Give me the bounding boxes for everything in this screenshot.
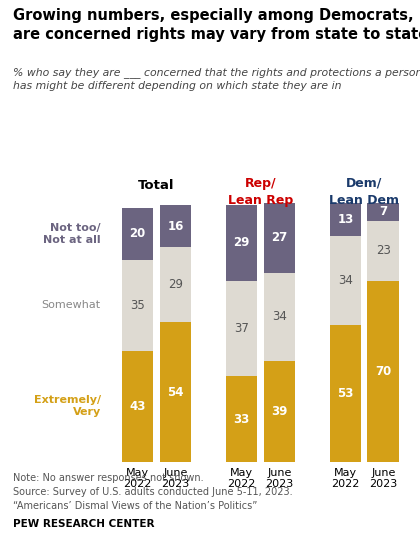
Bar	[122, 260, 153, 351]
Text: Not too/
Not at all: Not too/ Not at all	[43, 223, 101, 245]
Bar	[122, 208, 153, 260]
Text: Extremely/
Very: Extremely/ Very	[34, 395, 101, 417]
Text: 7: 7	[379, 206, 387, 218]
Bar	[330, 236, 361, 325]
Bar	[226, 376, 257, 462]
Bar	[368, 221, 399, 281]
Text: 34: 34	[272, 310, 287, 323]
Text: Lean Rep: Lean Rep	[228, 194, 293, 207]
Text: 35: 35	[130, 298, 145, 312]
Text: 16: 16	[167, 220, 184, 232]
Bar	[264, 361, 295, 462]
Text: Note: No answer responses not shown.: Note: No answer responses not shown.	[13, 473, 203, 483]
Text: 27: 27	[271, 231, 288, 244]
Text: 53: 53	[337, 387, 354, 400]
Text: 29: 29	[233, 236, 249, 249]
Text: 43: 43	[129, 400, 146, 413]
Text: 33: 33	[233, 413, 249, 426]
Text: Somewhat: Somewhat	[42, 300, 101, 310]
Bar	[226, 206, 257, 281]
Text: 70: 70	[375, 365, 391, 378]
Bar	[368, 203, 399, 221]
Text: 20: 20	[129, 227, 146, 240]
Text: Dem/: Dem/	[346, 177, 383, 190]
Text: PEW RESEARCH CENTER: PEW RESEARCH CENTER	[13, 519, 154, 529]
Text: 37: 37	[234, 322, 249, 335]
Text: Growing numbers, especially among Democrats,
are concerned rights may vary from : Growing numbers, especially among Democr…	[13, 8, 420, 42]
Bar	[264, 203, 295, 273]
Bar	[368, 281, 399, 462]
Text: 39: 39	[271, 405, 288, 418]
Bar	[264, 273, 295, 361]
Text: Source: Survey of U.S. adults conducted June 5-11, 2023.: Source: Survey of U.S. adults conducted …	[13, 487, 292, 497]
Bar	[122, 351, 153, 462]
Text: 34: 34	[338, 274, 353, 287]
Text: 23: 23	[376, 244, 391, 257]
Bar	[160, 247, 191, 322]
Text: Total: Total	[138, 179, 175, 193]
Bar	[330, 325, 361, 462]
Text: 54: 54	[167, 385, 184, 399]
Text: 13: 13	[337, 213, 354, 226]
Bar	[160, 206, 191, 247]
Bar	[330, 203, 361, 236]
Text: Rep/: Rep/	[244, 177, 276, 190]
Text: “Americans’ Dismal Views of the Nation’s Politics”: “Americans’ Dismal Views of the Nation’s…	[13, 501, 257, 511]
Bar	[160, 322, 191, 462]
Text: Lean Dem: Lean Dem	[329, 194, 399, 207]
Text: % who say they are ___ concerned that the rights and protections a person
has mi: % who say they are ___ concerned that th…	[13, 67, 420, 91]
Text: 29: 29	[168, 278, 183, 291]
Bar	[226, 281, 257, 376]
